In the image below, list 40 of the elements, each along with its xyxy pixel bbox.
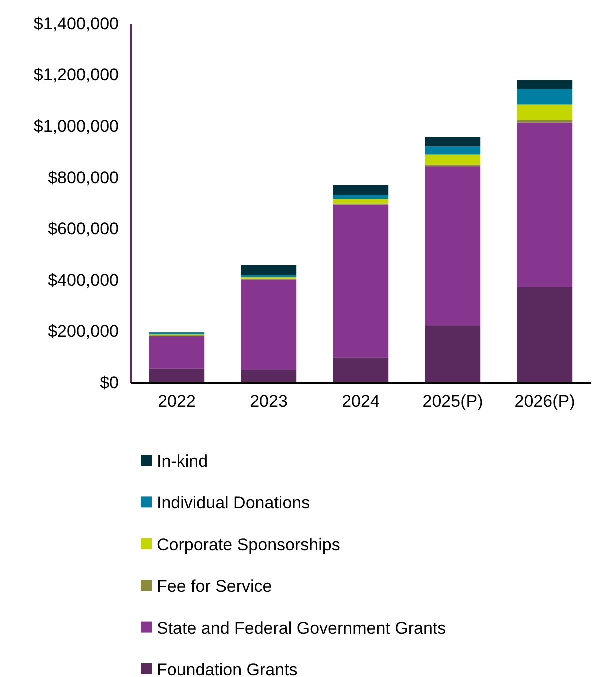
y-tick-label: $200,000 xyxy=(48,322,119,342)
bar xyxy=(149,336,205,369)
x-tick-label: 2025(P) xyxy=(422,392,484,412)
y-tick-label: $400,000 xyxy=(48,270,119,290)
x-tick-label: 2026(P) xyxy=(514,392,576,412)
y-tick-label: $800,000 xyxy=(48,168,119,188)
y-tick-label: $1,400,000 xyxy=(34,14,119,34)
bar xyxy=(149,368,205,383)
bar xyxy=(333,185,389,196)
bar xyxy=(333,199,389,204)
bar xyxy=(425,146,481,155)
bar xyxy=(241,370,297,383)
legend-label: In-kind xyxy=(157,452,208,471)
legend-label: Foundation Grants xyxy=(157,660,298,677)
bar xyxy=(517,287,573,383)
bar xyxy=(425,137,481,147)
bar xyxy=(425,326,481,383)
y-tick-label: $0 xyxy=(100,373,119,392)
bar xyxy=(333,195,389,200)
y-tick-label: $1,000,000 xyxy=(34,117,119,136)
bar xyxy=(425,154,481,165)
y-tick-label: $600,000 xyxy=(48,220,119,239)
legend-label: Corporate Sponsorships xyxy=(157,535,340,554)
bar xyxy=(241,265,297,276)
x-tick-label: 2024 xyxy=(342,392,380,412)
legend-label: Individual Donations xyxy=(157,494,310,513)
legend-label: Fee for Service xyxy=(157,577,272,596)
bar xyxy=(517,104,573,120)
bar xyxy=(333,204,389,358)
bar xyxy=(333,358,389,383)
bar xyxy=(517,120,573,123)
x-tick-label: 2022 xyxy=(158,392,196,412)
bar xyxy=(517,80,573,90)
y-tick-label: $1,200,000 xyxy=(34,66,119,85)
bar xyxy=(517,89,573,105)
x-tick-label: 2023 xyxy=(250,392,288,412)
bar xyxy=(241,280,297,370)
bar xyxy=(517,122,573,288)
legend-label: State and Federal Government Grants xyxy=(157,618,446,638)
bar xyxy=(425,166,481,326)
